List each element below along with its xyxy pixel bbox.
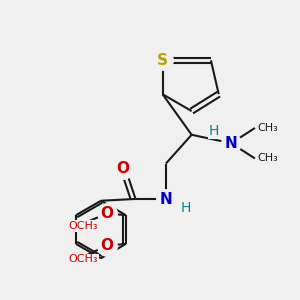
Text: OCH₃: OCH₃ [69,254,98,264]
Text: O: O [101,206,114,221]
Text: N: N [225,136,238,151]
Text: OCH₃: OCH₃ [69,221,98,231]
Text: H: H [209,124,220,138]
Text: CH₃: CH₃ [257,123,278,133]
Text: O: O [101,238,114,253]
Text: N: N [160,192,172,207]
Text: O: O [116,161,129,176]
Text: CH₃: CH₃ [257,154,278,164]
Text: H: H [180,200,191,214]
Text: S: S [157,53,168,68]
